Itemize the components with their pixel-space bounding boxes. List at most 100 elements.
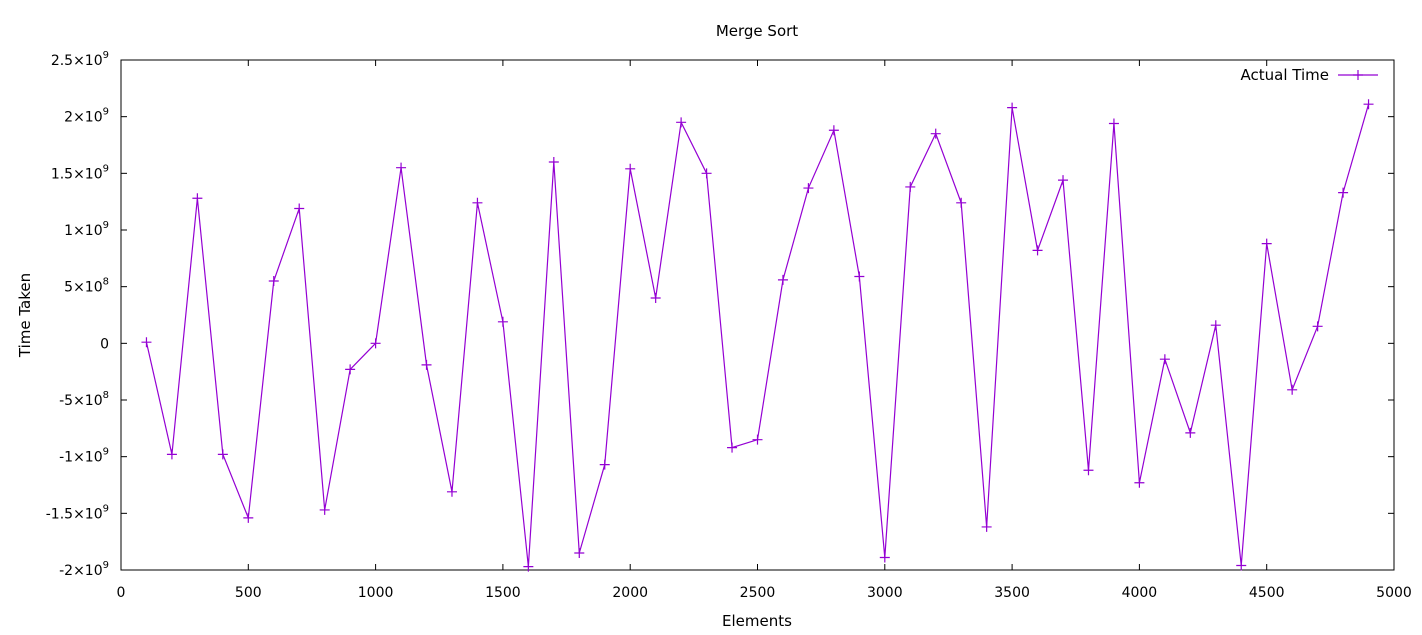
data-point bbox=[752, 434, 763, 445]
y-axis-title: Time Taken bbox=[16, 273, 34, 358]
data-point bbox=[701, 168, 712, 179]
data-point bbox=[345, 364, 356, 375]
y-tick-exponent: 9 bbox=[103, 163, 109, 174]
y-tick-mantissa: -2×10 bbox=[59, 563, 103, 579]
y-tick-label: 2×109 bbox=[64, 107, 109, 126]
data-point bbox=[472, 197, 483, 208]
data-point bbox=[1185, 427, 1196, 438]
legend-marker-plus bbox=[1353, 70, 1363, 80]
data-point bbox=[370, 338, 381, 349]
data-point bbox=[1007, 102, 1018, 113]
data-point bbox=[294, 203, 305, 214]
data-point bbox=[243, 512, 254, 523]
data-point bbox=[625, 163, 636, 174]
data-point bbox=[421, 359, 432, 370]
data-point bbox=[1032, 245, 1043, 256]
y-tick-exponent: 9 bbox=[103, 107, 109, 118]
y-tick-exponent: 9 bbox=[103, 503, 109, 514]
y-tick-exponent: 9 bbox=[103, 447, 109, 458]
data-point bbox=[319, 504, 330, 515]
y-tick-label: 0 bbox=[100, 336, 109, 352]
data-point bbox=[905, 181, 916, 192]
data-point bbox=[777, 274, 788, 285]
data-point bbox=[981, 521, 992, 532]
y-tick-label: 1.5×109 bbox=[51, 163, 109, 182]
data-point bbox=[1108, 118, 1119, 129]
x-tick-label: 1500 bbox=[485, 585, 521, 601]
y-tick-label: 5×108 bbox=[64, 277, 109, 296]
y-tick-mantissa: -1×10 bbox=[59, 450, 103, 466]
data-point bbox=[1363, 99, 1374, 110]
data-point bbox=[727, 442, 738, 453]
data-point bbox=[854, 271, 865, 282]
data-point bbox=[192, 193, 203, 204]
y-tick-exponent: 9 bbox=[103, 220, 109, 231]
data-point bbox=[803, 183, 814, 194]
y-tick-label: -1.5×109 bbox=[46, 503, 109, 522]
legend: Actual Time bbox=[1241, 66, 1378, 84]
data-point bbox=[828, 125, 839, 136]
y-tick-mantissa: -1.5×10 bbox=[46, 506, 103, 522]
y-tick-mantissa: 2×10 bbox=[64, 110, 102, 126]
data-point bbox=[1338, 187, 1349, 198]
data-point bbox=[446, 486, 457, 497]
data-point bbox=[1312, 321, 1323, 332]
y-tick-mantissa: 1×10 bbox=[64, 223, 102, 239]
data-point bbox=[1287, 384, 1298, 395]
chart-title: Merge Sort bbox=[716, 22, 798, 40]
x-tick-label: 1000 bbox=[358, 585, 394, 601]
data-point bbox=[1058, 175, 1069, 186]
legend-swatch-marker bbox=[1353, 70, 1363, 80]
y-tick-mantissa: 5×10 bbox=[64, 280, 102, 296]
y-tick-exponent: 8 bbox=[103, 277, 109, 288]
data-point bbox=[268, 276, 279, 286]
data-point bbox=[1134, 477, 1145, 488]
data-point bbox=[956, 197, 967, 208]
x-tick-label: 2500 bbox=[740, 585, 776, 601]
y-axis: -2×109-1.5×109-1×109-5×10805×1081×1091.5… bbox=[46, 50, 1394, 579]
data-point bbox=[676, 117, 687, 128]
x-tick-label: 5000 bbox=[1376, 585, 1412, 601]
data-point bbox=[141, 337, 152, 348]
data-point bbox=[930, 128, 941, 139]
x-tick-label: 2000 bbox=[612, 585, 648, 601]
x-tick-label: 4500 bbox=[1249, 585, 1285, 601]
y-tick-label: -1×109 bbox=[59, 447, 109, 466]
y-tick-mantissa: 2.5×10 bbox=[51, 53, 103, 69]
data-point bbox=[1236, 560, 1247, 571]
x-tick-label: 4000 bbox=[1122, 585, 1158, 601]
data-point bbox=[879, 552, 890, 563]
x-tick-label: 3500 bbox=[994, 585, 1030, 601]
data-point bbox=[650, 293, 661, 303]
data-point bbox=[1261, 238, 1272, 249]
y-tick-exponent: 8 bbox=[103, 390, 109, 401]
data-point bbox=[217, 449, 228, 460]
x-tick-label: 500 bbox=[235, 585, 262, 601]
legend-label-actual-time: Actual Time bbox=[1241, 66, 1329, 84]
x-axis: 0 500 1000 1500 2000 2500 3000 3500 4000 4500 5000 bbox=[117, 60, 1412, 601]
series-line bbox=[145, 104, 1370, 567]
series-actual-time bbox=[141, 99, 1374, 572]
data-point bbox=[1083, 465, 1094, 476]
y-tick-exponent: 9 bbox=[103, 560, 109, 571]
y-tick-label: -5×108 bbox=[59, 390, 109, 409]
data-point bbox=[1210, 320, 1221, 331]
y-tick-mantissa: -5×10 bbox=[59, 393, 103, 409]
y-tick-mantissa: 1.5×10 bbox=[51, 166, 103, 182]
y-tick-label: 1×109 bbox=[64, 220, 109, 239]
data-point bbox=[1159, 354, 1170, 365]
data-point bbox=[574, 548, 585, 558]
plot-area-frame bbox=[120, 59, 1395, 571]
data-point bbox=[599, 459, 610, 470]
y-tick-mantissa: 0 bbox=[100, 336, 109, 352]
x-axis-title: Elements bbox=[722, 612, 792, 630]
data-point bbox=[497, 316, 508, 327]
data-point bbox=[396, 162, 407, 173]
x-tick-label: 3000 bbox=[867, 585, 903, 601]
data-point bbox=[523, 561, 534, 572]
y-tick-exponent: 9 bbox=[103, 50, 109, 61]
x-tick-label: 0 bbox=[117, 585, 126, 601]
data-point bbox=[166, 449, 177, 460]
y-tick-label: 2.5×109 bbox=[51, 50, 109, 69]
